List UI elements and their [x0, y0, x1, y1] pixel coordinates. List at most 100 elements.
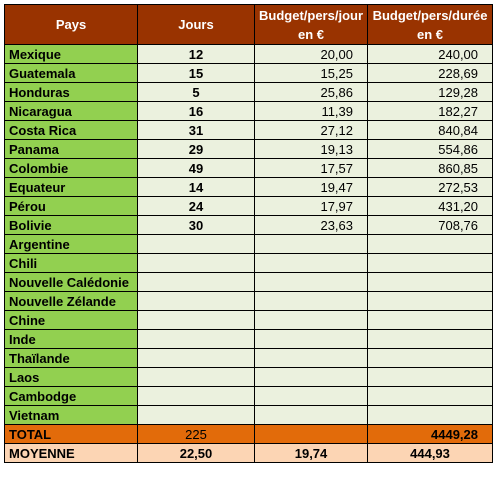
budget-jour-cell[interactable]: 17,57	[253, 158, 369, 178]
moyenne-jours-cell[interactable]: 22,50	[137, 443, 255, 463]
budget-duree-cell[interactable]: 431,20	[367, 196, 494, 216]
header-budget-jour[interactable]: Budget/pers/jour en €	[253, 4, 369, 45]
jours-cell[interactable]	[137, 310, 255, 330]
budget-duree-cell[interactable]	[367, 234, 494, 254]
table-row: Colombie 49 17,57 860,85	[4, 158, 494, 178]
jours-cell[interactable]	[137, 234, 255, 254]
budget-jour-cell[interactable]	[253, 310, 369, 330]
header-pays[interactable]: Pays	[4, 4, 138, 45]
budget-jour-cell[interactable]	[253, 329, 369, 349]
budget-jour-cell[interactable]: 17,97	[253, 196, 369, 216]
budget-duree-cell[interactable]	[367, 405, 494, 425]
header-budget-duree[interactable]: Budget/pers/durée en €	[367, 4, 494, 45]
jours-cell[interactable]: 12	[137, 44, 255, 64]
budget-duree-cell[interactable]: 708,76	[367, 215, 494, 235]
pays-cell[interactable]: Panama	[4, 139, 138, 159]
moyenne-budget-jour-cell[interactable]: 19,74	[253, 443, 369, 463]
pays-cell[interactable]: Nouvelle Calédonie	[4, 272, 138, 292]
pays-cell[interactable]: Argentine	[4, 234, 138, 254]
pays-cell[interactable]: Laos	[4, 367, 138, 387]
header-jours-label: Jours	[178, 17, 214, 32]
pays-cell[interactable]: Cambodge	[4, 386, 138, 406]
jours-cell[interactable]: 24	[137, 196, 255, 216]
budget-jour-cell[interactable]: 23,63	[253, 215, 369, 235]
budget-jour-cell[interactable]	[253, 291, 369, 311]
jours-cell[interactable]	[137, 253, 255, 273]
budget-duree-cell[interactable]	[367, 386, 494, 406]
pays-cell[interactable]: Inde	[4, 329, 138, 349]
budget-jour-cell[interactable]	[253, 367, 369, 387]
budget-duree-cell[interactable]: 840,84	[367, 120, 494, 140]
moyenne-budget-duree-cell[interactable]: 444,93	[367, 443, 494, 463]
jours-cell[interactable]	[137, 329, 255, 349]
header-jours[interactable]: Jours	[137, 4, 255, 45]
budget-jour-cell[interactable]: 25,86	[253, 82, 369, 102]
budget-duree-cell[interactable]	[367, 291, 494, 311]
jours-cell[interactable]	[137, 348, 255, 368]
pays-cell[interactable]: Equateur	[4, 177, 138, 197]
jours-cell[interactable]: 14	[137, 177, 255, 197]
table-row: Nouvelle Calédonie	[4, 272, 494, 292]
budget-duree-cell[interactable]: 129,28	[367, 82, 494, 102]
total-jours-cell[interactable]: 225	[137, 424, 255, 444]
budget-duree-cell[interactable]	[367, 253, 494, 273]
jours-cell[interactable]	[137, 386, 255, 406]
jours-cell[interactable]: 31	[137, 120, 255, 140]
total-label-cell[interactable]: TOTAL	[4, 424, 138, 444]
header-pays-label: Pays	[55, 17, 87, 32]
pays-cell[interactable]: Nicaragua	[4, 101, 138, 121]
budget-duree-cell[interactable]: 182,27	[367, 101, 494, 121]
budget-jour-cell[interactable]	[253, 386, 369, 406]
jours-cell[interactable]	[137, 405, 255, 425]
budget-duree-cell[interactable]	[367, 348, 494, 368]
budget-jour-cell[interactable]: 15,25	[253, 63, 369, 83]
pays-cell[interactable]: Colombie	[4, 158, 138, 178]
moyenne-label-cell[interactable]: MOYENNE	[4, 443, 138, 463]
pays-cell[interactable]: Thaïlande	[4, 348, 138, 368]
budget-jour-cell[interactable]	[253, 405, 369, 425]
budget-duree-cell[interactable]: 554,86	[367, 139, 494, 159]
jours-cell[interactable]	[137, 272, 255, 292]
pays-cell[interactable]: Vietnam	[4, 405, 138, 425]
budget-jour-cell[interactable]: 19,47	[253, 177, 369, 197]
jours-cell[interactable]	[137, 367, 255, 387]
pays-cell[interactable]: Mexique	[4, 44, 138, 64]
pays-cell[interactable]: Chine	[4, 310, 138, 330]
jours-cell[interactable]: 5	[137, 82, 255, 102]
budget-duree-cell[interactable]: 240,00	[367, 44, 494, 64]
table-row: Pérou 24 17,97 431,20	[4, 196, 494, 216]
pays-cell[interactable]: Honduras	[4, 82, 138, 102]
jours-cell[interactable]	[137, 291, 255, 311]
total-budget-jour-cell[interactable]	[253, 424, 369, 444]
budget-jour-cell[interactable]: 20,00	[253, 44, 369, 64]
budget-duree-cell[interactable]: 228,69	[367, 63, 494, 83]
budget-jour-cell[interactable]	[253, 348, 369, 368]
pays-cell[interactable]: Costa Rica	[4, 120, 138, 140]
budget-jour-cell[interactable]	[253, 253, 369, 273]
jours-cell[interactable]: 15	[137, 63, 255, 83]
pays-cell[interactable]: Nouvelle Zélande	[4, 291, 138, 311]
jours-cell[interactable]: 30	[137, 215, 255, 235]
jours-cell[interactable]: 49	[137, 158, 255, 178]
budget-duree-cell[interactable]: 272,53	[367, 177, 494, 197]
budget-jour-cell[interactable]: 27,12	[253, 120, 369, 140]
table-row: Chine	[4, 310, 494, 330]
moyenne-row: MOYENNE 22,50 19,74 444,93	[4, 443, 494, 463]
pays-cell[interactable]: Chili	[4, 253, 138, 273]
jours-cell[interactable]: 16	[137, 101, 255, 121]
budget-jour-cell[interactable]	[253, 234, 369, 254]
budget-jour-cell[interactable]	[253, 272, 369, 292]
budget-duree-cell[interactable]	[367, 329, 494, 349]
budget-jour-cell[interactable]: 19,13	[253, 139, 369, 159]
total-budget-duree-cell[interactable]: 4449,28	[367, 424, 494, 444]
jours-cell[interactable]: 29	[137, 139, 255, 159]
pays-cell[interactable]: Pérou	[4, 196, 138, 216]
budget-duree-cell[interactable]	[367, 310, 494, 330]
budget-duree-cell[interactable]: 860,85	[367, 158, 494, 178]
budget-jour-cell[interactable]: 11,39	[253, 101, 369, 121]
pays-cell[interactable]: Guatemala	[4, 63, 138, 83]
table-row: Thaïlande	[4, 348, 494, 368]
budget-duree-cell[interactable]	[367, 272, 494, 292]
pays-cell[interactable]: Bolivie	[4, 215, 138, 235]
budget-duree-cell[interactable]	[367, 367, 494, 387]
